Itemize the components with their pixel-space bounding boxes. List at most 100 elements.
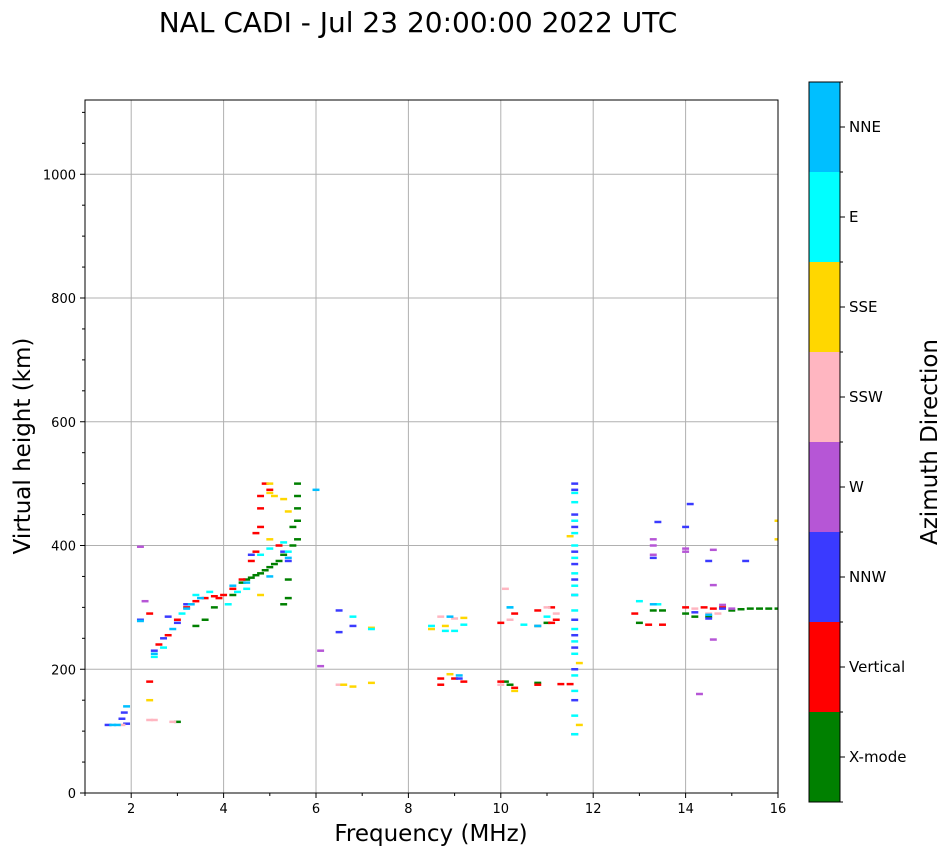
x-tick-label: 14	[677, 802, 694, 817]
y-axis-title: Virtual height (km)	[10, 338, 36, 555]
echo-point-w	[728, 607, 736, 610]
echo-point-nne	[705, 613, 713, 617]
echo-point-nne	[284, 556, 292, 560]
plot-frame	[84, 99, 779, 794]
echo-point-vertical	[709, 607, 717, 610]
echo-point-nnw	[571, 578, 579, 581]
echo-point-vertical	[548, 606, 556, 609]
echo-point-nne	[534, 624, 542, 628]
colorbar-frame	[808, 81, 841, 803]
echo-point-nne	[455, 674, 463, 677]
echo-point-w	[709, 583, 717, 587]
echo-point-vertical	[252, 531, 260, 535]
echo-point-x-mode	[280, 603, 288, 606]
echo-point-w	[649, 538, 657, 541]
echo-point-nnw	[349, 624, 357, 628]
echo-point-e	[571, 491, 579, 495]
echo-point-nnw	[705, 617, 713, 620]
echo-point-vertical	[257, 507, 265, 510]
x-tick-label: 16	[770, 802, 787, 817]
x-tick-label: 10	[493, 802, 510, 817]
echo-point-w	[682, 547, 690, 550]
echo-point-nnw	[686, 502, 694, 506]
echo-point-nnw	[280, 550, 288, 553]
echo-point-sse	[266, 538, 274, 541]
echo-point-vertical	[257, 494, 265, 498]
echo-point-nnw	[455, 677, 463, 680]
echo-point-e	[571, 652, 579, 656]
echo-point-nne	[266, 575, 274, 578]
colorbar-label: NNW	[849, 568, 886, 586]
echo-point-vertical	[451, 677, 459, 680]
echo-point-nnw	[571, 550, 579, 553]
echo-point-x-mode	[243, 578, 251, 581]
echo-point-e	[635, 599, 643, 603]
echo-point-nne	[506, 606, 514, 609]
colorbar-segment	[809, 622, 840, 712]
echo-point-e	[571, 500, 579, 504]
echo-point-w	[719, 603, 727, 607]
echo-point-vertical	[275, 544, 283, 547]
echo-point-w	[649, 553, 657, 557]
echo-point-nnw	[719, 607, 727, 610]
echo-point-vertical	[645, 623, 653, 626]
x-tick-label: 2	[127, 802, 135, 817]
echo-point-nne	[150, 652, 158, 656]
echo-point-nne	[183, 607, 191, 610]
echo-point-e	[460, 623, 468, 626]
echo-point-x-mode	[294, 507, 301, 510]
echo-point-sse	[575, 723, 583, 727]
echo-point-ssw	[146, 718, 154, 722]
echo-point-ssw	[335, 683, 343, 686]
echo-point-e	[206, 590, 214, 594]
echo-point-x-mode	[746, 607, 754, 610]
echo-point-vertical	[557, 682, 565, 686]
echo-point-e	[178, 612, 186, 615]
echo-point-nnw	[571, 525, 579, 529]
y-tick-label: 600	[51, 416, 76, 431]
echo-point-ssw	[118, 723, 126, 727]
echo-point-e	[571, 572, 579, 575]
echo-point-nnw	[571, 513, 579, 516]
colorbar-segment	[809, 262, 840, 352]
echo-point-nne	[109, 723, 117, 727]
echo-point-nne	[229, 584, 237, 587]
echo-point-x-mode	[289, 525, 297, 529]
echo-point-vertical	[252, 550, 260, 553]
echo-point-ssw	[150, 718, 158, 722]
echo-point-e	[367, 627, 375, 631]
echo-point-nnw	[571, 562, 579, 566]
x-axis-title: Frequency (MHz)	[334, 821, 527, 847]
echo-point-vertical	[631, 612, 639, 615]
x-tick-label: 8	[404, 802, 412, 817]
echo-point-e	[571, 531, 579, 535]
echo-point-x-mode	[705, 615, 713, 618]
echo-point-e	[257, 553, 265, 557]
echo-point-x-mode	[294, 538, 301, 541]
echo-point-w	[682, 550, 690, 553]
echo-point-sse	[511, 689, 519, 693]
echo-point-x-mode	[229, 593, 237, 597]
echo-point-vertical	[511, 686, 519, 690]
echo-point-x-mode	[737, 607, 745, 611]
echo-point-ssw	[169, 720, 177, 724]
echo-point-e	[571, 519, 579, 522]
echo-point-e	[160, 646, 168, 649]
echo-point-e	[571, 584, 579, 587]
echo-point-e	[451, 629, 459, 633]
echo-point-ssw	[437, 615, 445, 618]
colorbar-segment	[809, 712, 840, 802]
echo-point-ssw	[501, 587, 509, 591]
echo-point-ssw	[451, 617, 459, 620]
echo-point-vertical	[659, 623, 666, 626]
data-points	[104, 482, 778, 736]
echo-point-sse	[566, 534, 574, 538]
echo-point-x-mode	[506, 683, 514, 686]
echo-point-vertical	[229, 587, 237, 591]
y-tick-label: 400	[51, 540, 76, 555]
y-axis: 0 200 400 600 800 1000	[43, 111, 85, 802]
echo-point-vertical	[173, 618, 181, 621]
echo-point-x-mode	[192, 624, 200, 628]
echo-point-sse	[441, 624, 449, 628]
